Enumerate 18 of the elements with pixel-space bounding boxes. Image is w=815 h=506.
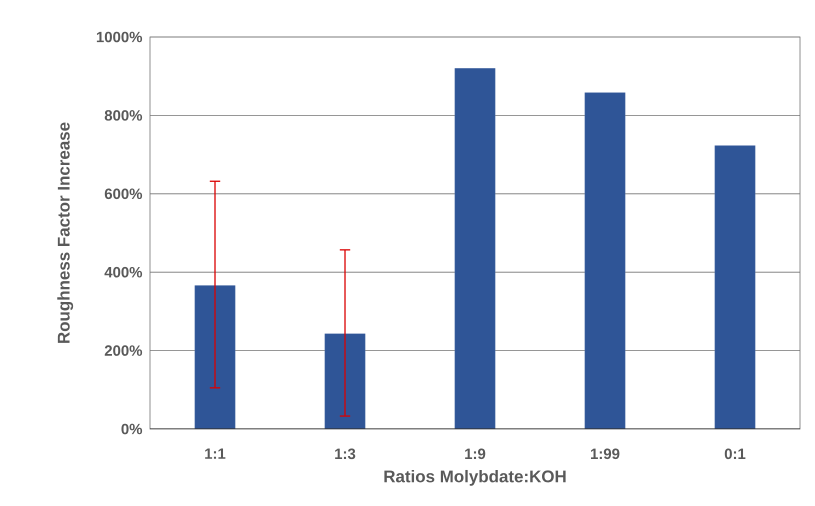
bar — [454, 68, 496, 429]
y-tick-label: 200% — [104, 345, 142, 356]
x-tick-label: 1:3 — [335, 448, 356, 460]
bar — [324, 334, 366, 429]
y-tick-label: 800% — [104, 110, 142, 121]
x-tick-label: 1:9 — [465, 448, 486, 460]
y-tick-label: 1000% — [96, 32, 142, 42]
x-tick-label: 0:1 — [724, 448, 746, 460]
y-axis-title: Roughness Factor Increase — [57, 122, 74, 343]
bar — [714, 145, 756, 429]
x-tick-label: 1:1 — [205, 448, 226, 459]
x-tick-label: 1:99 — [590, 448, 620, 460]
bar — [194, 285, 236, 429]
y-tick-label: 0% — [121, 424, 142, 434]
x-axis-title: Ratios Molybdate:KOH — [384, 470, 566, 486]
y-tick-label: 600% — [104, 188, 142, 200]
bar — [584, 92, 626, 429]
y-tick-label: 400% — [104, 266, 142, 278]
